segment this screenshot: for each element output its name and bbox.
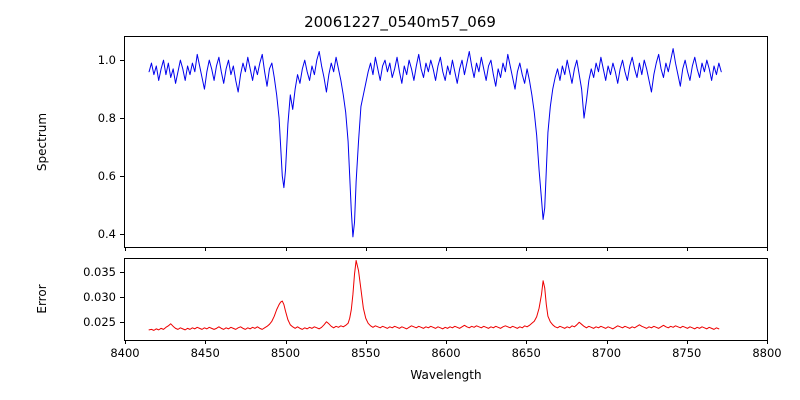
x-tick-label: 8600 [431, 346, 461, 360]
x-tick-label: 8550 [351, 346, 381, 360]
x-tick-mark [606, 247, 608, 251]
x-tick-label: 8700 [591, 346, 622, 360]
x-tick-mark [365, 247, 367, 251]
y-tick-label: 0.8 [97, 111, 116, 126]
y-tick-mark [120, 60, 124, 62]
error-y-axis-label: Error [35, 284, 49, 314]
y-tick-label: 0.030 [83, 289, 116, 304]
x-tick-label: 8650 [511, 346, 541, 360]
x-tick-label: 8750 [672, 346, 702, 360]
error-line-series [148, 260, 720, 331]
page-title: 20061227_0540m57_069 [304, 13, 496, 31]
x-tick-mark [767, 247, 768, 251]
y-tick-label: 1.0 [97, 53, 116, 68]
x-tick-mark [446, 340, 447, 344]
x-tick-mark [446, 247, 447, 251]
x-tick-mark [526, 247, 528, 251]
y-tick-mark [120, 296, 124, 298]
x-tick-mark [205, 247, 207, 251]
x-tick-mark [767, 340, 768, 344]
y-tick-mark [120, 233, 124, 235]
y-tick-label: 0.6 [97, 169, 116, 184]
x-axis-label: Wavelength [410, 368, 482, 382]
y-tick-label: 0.035 [83, 264, 116, 279]
y-tick-label: 0.4 [97, 226, 116, 241]
y-tick-mark [120, 322, 124, 324]
x-tick-mark [526, 340, 528, 344]
spectrum-y-axis-label: Spectrum [35, 112, 49, 172]
x-tick-mark [285, 247, 287, 251]
x-tick-label: 8400 [110, 346, 140, 360]
x-tick-mark [125, 340, 126, 344]
y-tick-mark [120, 118, 124, 120]
y-tick-label: 0.025 [83, 315, 116, 330]
x-tick-mark [686, 340, 688, 344]
x-tick-mark [205, 340, 207, 344]
x-tick-mark [686, 247, 688, 251]
error-plot-area [124, 258, 768, 341]
x-tick-label: 8800 [752, 346, 782, 360]
x-tick-label: 8450 [190, 346, 220, 360]
spectrum-plot-area [124, 36, 768, 248]
x-tick-mark [125, 247, 126, 251]
x-tick-mark [285, 340, 287, 344]
x-tick-mark [606, 340, 608, 344]
x-tick-mark [365, 340, 367, 344]
y-tick-mark [120, 176, 124, 178]
x-tick-label: 8500 [270, 346, 301, 360]
spectrum-line-series [148, 48, 722, 238]
y-tick-mark [120, 271, 124, 273]
